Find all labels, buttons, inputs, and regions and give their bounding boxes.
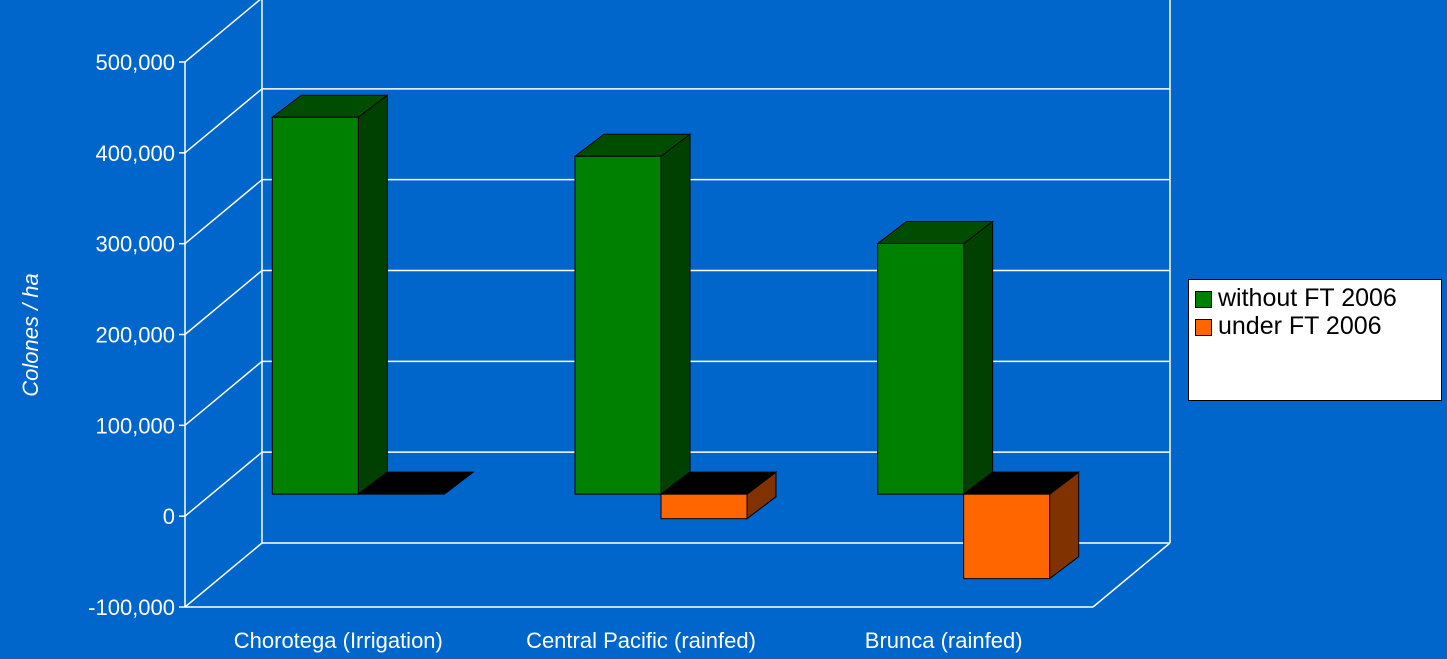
legend-swatch-without-ft <box>1195 291 1212 308</box>
gridline-side <box>184 179 263 245</box>
legend-label-under-ft: under FT 2006 <box>1218 312 1382 340</box>
y-axis <box>179 61 186 608</box>
bar-without-ft <box>574 155 662 495</box>
floor-right-edge <box>1092 542 1171 608</box>
x-tick-label: Central Pacific (rainfed) <box>526 628 756 653</box>
legend-label-without-ft: without FT 2006 <box>1218 284 1397 312</box>
y-tick-label: 400,000 <box>95 141 175 166</box>
x-tick-label: Brunca (rainfed) <box>865 628 1023 653</box>
legend-item-without-ft: without FT 2006 <box>1195 284 1435 312</box>
y-tick-label: 0 <box>163 504 175 529</box>
bar-without-ft <box>271 116 359 495</box>
gridline-side <box>184 360 263 426</box>
y-tick-label: 200,000 <box>95 323 175 348</box>
bar-under-ft <box>660 493 748 520</box>
gridline-side <box>184 451 263 517</box>
legend-swatch-under-ft <box>1195 319 1212 336</box>
bar-top-face <box>356 471 475 495</box>
gridline-side <box>184 0 261 63</box>
y-tick-label: -100,000 <box>88 595 175 620</box>
x-tick-label: Chorotega (Irrigation) <box>234 628 443 653</box>
gridline-side <box>184 269 263 336</box>
tick-labels: -100,000 0 100,000 200,000 300,000 400,000 500… <box>88 50 1022 653</box>
bar-side-face <box>357 94 388 496</box>
legend: without FT 2006 under FT 2006 <box>1188 279 1442 401</box>
legend-item-under-ft: under FT 2006 <box>1195 312 1435 340</box>
gridline-side <box>184 542 263 608</box>
bar-side-face <box>963 220 994 496</box>
y-tick-label: 300,000 <box>95 232 175 257</box>
y-tick-label: 500,000 <box>95 50 175 75</box>
bars <box>270 94 1081 580</box>
y-axis-title: Colones / ha <box>18 273 43 397</box>
y-tick-label: 100,000 <box>95 413 175 438</box>
bar-under-ft <box>963 493 1051 580</box>
gridline-side <box>184 88 263 154</box>
bar-side-face <box>660 133 691 496</box>
bar-without-ft <box>877 242 965 495</box>
back-wall <box>261 0 1171 543</box>
